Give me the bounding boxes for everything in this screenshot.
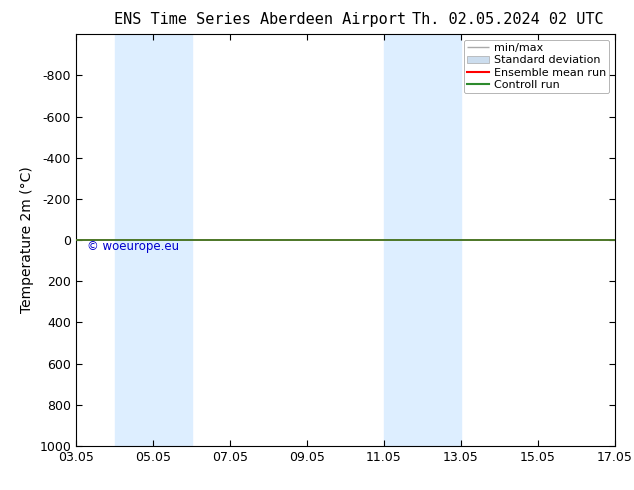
Y-axis label: Temperature 2m (°C): Temperature 2m (°C): [20, 167, 34, 314]
Text: ENS Time Series Aberdeen Airport: ENS Time Series Aberdeen Airport: [114, 12, 406, 27]
Text: Th. 02.05.2024 02 UTC: Th. 02.05.2024 02 UTC: [412, 12, 604, 27]
Bar: [384, 34, 461, 446]
Text: © woeurope.eu: © woeurope.eu: [87, 240, 179, 253]
Bar: [115, 34, 191, 446]
Legend: min/max, Standard deviation, Ensemble mean run, Controll run: min/max, Standard deviation, Ensemble me…: [464, 40, 609, 93]
